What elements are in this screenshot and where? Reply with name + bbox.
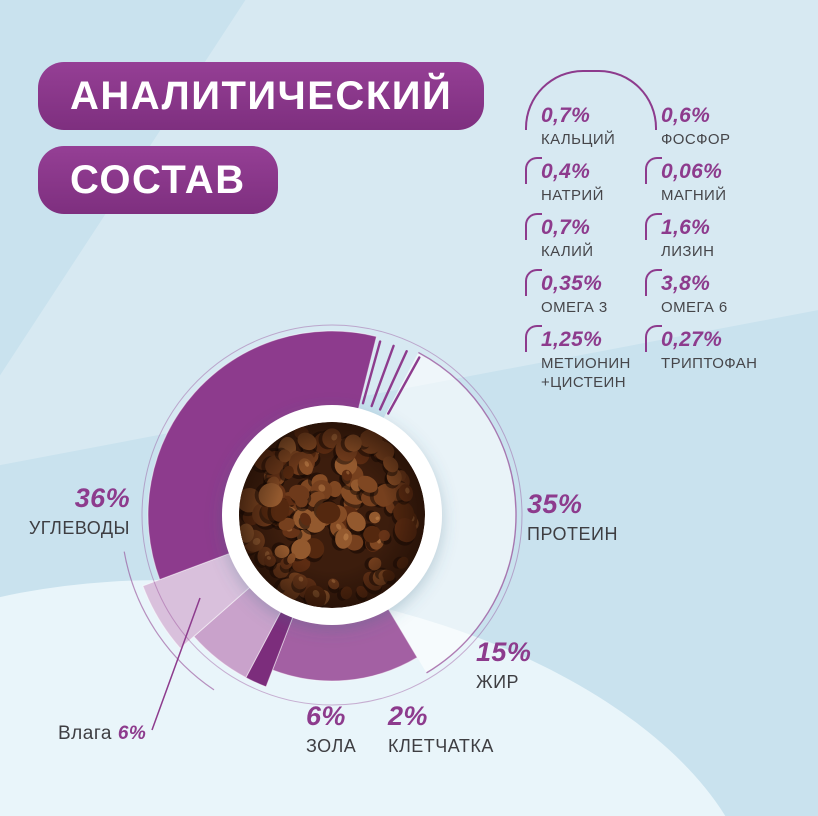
nutrient-value: 0,7% — [541, 104, 591, 127]
decor-arc — [123, 551, 215, 691]
nutrient-item: 0,7% КАЛИЙ — [525, 213, 653, 272]
nutrient-item: 1,25% МЕТИОНИН +ЦИСТЕИН — [525, 325, 653, 393]
donut-segment-outline — [418, 351, 517, 674]
nutrient-label: МАГНИЙ — [661, 187, 727, 204]
tick-mark-icon — [387, 356, 421, 415]
nutrient-value: 1,6% — [661, 216, 711, 239]
bracket-icon — [525, 325, 542, 352]
nutrient-item: 0,7% КАЛЬЦИЙ — [541, 104, 653, 160]
tick-mark-icon — [361, 340, 382, 405]
moisture-pointer-line — [151, 597, 201, 731]
nutrient-value: 3,8% — [661, 272, 711, 295]
nutrient-item: 0,6% ФОСФОР — [661, 104, 793, 160]
nutrient-item: 3,8% ОМЕГА 6 — [645, 269, 793, 328]
nutrient-item: 0,4% НАТРИЙ — [525, 157, 653, 216]
nutrient-label: ФОСФОР — [661, 131, 731, 148]
nutrient-label: ЛИЗИН — [661, 243, 715, 260]
nutrient-label: МЕТИОНИН +ЦИСТЕИН — [541, 355, 631, 391]
nutrient-label: ОМЕГА 3 — [541, 299, 608, 316]
bracket-icon — [645, 213, 662, 240]
nutrient-column-2: 0,6% ФОСФОР 0,06% МАГНИЙ 1,6% ЛИЗИН 3,8% ОМЕГА … — [645, 104, 793, 384]
nutrient-value: 0,27% — [661, 328, 723, 351]
nutrient-item: 1,6% ЛИЗИН — [645, 213, 793, 272]
donut-segment-0 — [379, 352, 516, 673]
nutrient-label: КАЛИЙ — [541, 243, 594, 260]
title-line-2: СОСТАВ — [38, 146, 278, 214]
nutrient-item: 0,27% ТРИПТОФАН — [645, 325, 793, 384]
nutrient-value: 0,6% — [661, 104, 711, 127]
nutrient-label: НАТРИЙ — [541, 187, 604, 204]
nutrient-value: 0,4% — [541, 160, 591, 183]
tick-mark-icon — [370, 344, 395, 408]
title-line-1-text: АНАЛИТИЧЕСКИЙ — [70, 73, 453, 118]
nutrient-label: ТРИПТОФАН — [661, 355, 758, 372]
title-line-2-text: СОСТАВ — [70, 157, 246, 202]
kibble-photo — [239, 422, 425, 608]
nutrient-value: 0,7% — [541, 216, 591, 239]
nutrient-item: 0,06% МАГНИЙ — [645, 157, 793, 216]
tick-mark-icon — [378, 350, 408, 411]
nutrient-value: 0,06% — [661, 160, 723, 183]
bracket-icon — [525, 157, 542, 184]
nutrient-column-1: 0,7% КАЛЬЦИЙ 0,4% НАТРИЙ 0,7% КАЛИЙ 0,35% ОМЕГА… — [525, 104, 653, 393]
bracket-icon — [525, 213, 542, 240]
bracket-icon — [645, 325, 662, 352]
nutrient-value: 0,35% — [541, 272, 603, 295]
decor-circle — [141, 324, 523, 706]
nutrient-item: 0,35% ОМЕГА 3 — [525, 269, 653, 328]
nutrient-label: ОМЕГА 6 — [661, 299, 728, 316]
bracket-icon — [645, 157, 662, 184]
nutrient-value: 1,25% — [541, 328, 603, 351]
nutrient-label: КАЛЬЦИЙ — [541, 131, 616, 148]
bracket-icon — [645, 269, 662, 296]
title-line-1: АНАЛИТИЧЕСКИЙ — [38, 62, 485, 130]
bracket-icon — [525, 269, 542, 296]
